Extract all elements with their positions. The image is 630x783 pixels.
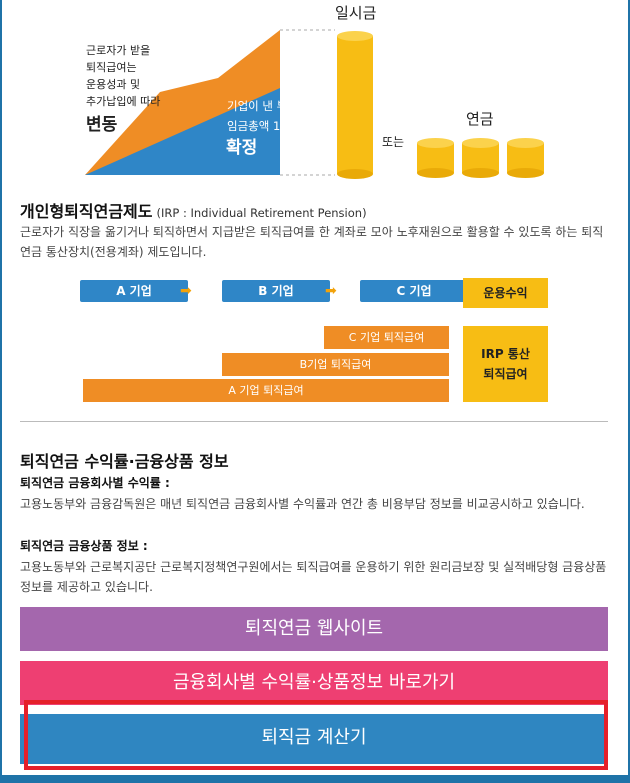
irp-total-line-1: IRP 통산 [481,347,530,361]
dc-line-3: 운용성과 및 [86,78,141,91]
info-section2-text: 고용노동부와 근로복지공단 근로복지정책연구원에서는 퇴직급여를 운용하기 위한… [20,560,607,594]
or-label: 또는 [382,135,405,149]
bottom-bar [0,775,630,783]
company-a-box: A 기업 [80,280,188,302]
info-section1-text: 고용노동부와 금융감독원은 매년 퇴직연금 금융회사별 수익률과 연간 총 비용… [20,497,585,511]
yield-info-button[interactable]: 금융회사별 수익률·상품정보 바로가기 [20,661,608,705]
a-company-bar: A 기업 퇴직급여 [83,379,449,402]
irp-title-text: 개인형퇴직연금제도 [20,202,153,221]
annuity-label: 연금 [466,110,494,128]
b-company-bar: B기업 퇴직급여 [222,353,449,376]
arrow-right-icon: ➡ [325,283,337,299]
db-description: 기업이 낸 부담금은 임금총액 1/12 [227,96,319,136]
db-blue-area [85,88,280,175]
irp-subtitle: (IRP : Individual Retirement Pension) [156,206,367,220]
dc-description: 근로자가 받을 퇴직급여는 운용성과 및 추가납입에 따라 [86,42,160,110]
info-title: 퇴직연금 수익률·금융상품 정보 [20,452,229,471]
db-fixed-label: 확정 [226,138,258,158]
annuity-coin-3 [507,138,544,178]
company-b-box: B 기업 [222,280,330,302]
dc-variable-label: 변동 [86,115,118,135]
section-divider [20,421,608,422]
info-section1-heading: 퇴직연금 금융회사별 수익률 : [20,476,170,490]
irp-total-line-2: 퇴직급여 [483,367,528,381]
dc-line-1: 근로자가 받을 [86,44,151,57]
info-section2-heading: 퇴직연금 금융상품 정보 : [20,539,148,553]
yield-box: 운용수익 [463,278,548,308]
annuity-coin-1 [417,138,454,178]
irp-total-box: IRP 통산 퇴직급여 [463,326,548,402]
annuity-coin-2 [462,138,499,178]
db-line-2: 임금총액 1/12 [227,119,299,133]
db-line-1: 기업이 낸 부담금은 [227,99,319,113]
dc-line-2: 퇴직급여는 [86,61,137,74]
pension-diagram: 근로자가 받을 퇴직급여는 운용성과 및 추가납입에 따라 변동 기업이 낸 부… [0,0,630,190]
c-company-bar: C 기업 퇴직급여 [324,326,449,349]
lump-sum-label: 일시금 [335,4,377,22]
irp-description: 근로자가 직장을 옮기거나 퇴직하면서 지급받은 퇴직급여를 한 계좌로 모아 … [20,225,604,259]
pension-website-button[interactable]: 퇴직연금 웹사이트 [20,607,608,651]
pension-chart-graphic [85,29,544,179]
dc-line-4: 추가납입에 따라 [86,95,161,108]
irp-title: 개인형퇴직연금제도 (IRP : Individual Retirement Pe… [20,198,367,222]
severance-calculator-button[interactable]: 퇴직금 계산기 [20,714,608,764]
arrow-right-icon: ➡ [180,283,192,299]
lump-sum-cylinder [337,36,373,174]
company-c-box: C 기업 [360,280,468,302]
